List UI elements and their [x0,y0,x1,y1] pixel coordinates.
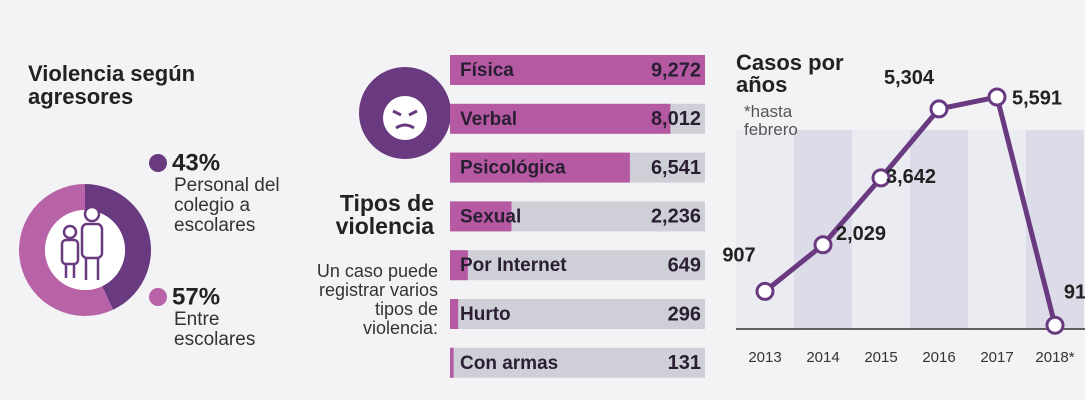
value-label: 2,029 [836,223,886,245]
value-label: 5,304 [884,67,935,89]
angry-face-icon [359,67,451,159]
x-tick-label: 2016 [922,349,955,366]
x-tick-label: 2018* [1035,349,1074,366]
category-label: Por Internet [460,255,567,276]
legend-dot [149,288,167,306]
value-label: 907 [722,245,755,267]
x-tick-label: 2015 [864,349,897,366]
bar [450,250,468,281]
donut-segment [85,184,151,310]
point [813,235,833,255]
bar [450,152,630,183]
column-band [794,130,852,329]
bar-track [450,250,705,281]
bar [450,201,512,232]
point [929,99,949,119]
donut-segment [18,184,114,316]
value-label: 3,642 [886,166,936,188]
value-label: 8,012 [651,108,701,130]
value-label: 296 [668,303,701,325]
x-tick-label: 2017 [980,349,1013,366]
chart-subtitle: *hasta febrero [744,102,798,139]
point [755,281,775,301]
point [1045,315,1065,335]
x-tick-label: 2014 [806,349,839,366]
value-label: 6,541 [651,157,701,179]
column-band [968,130,1026,329]
legend-label: Entre escolares [174,309,256,350]
bar-track [450,347,705,378]
column-band [852,130,910,329]
value-label: 91 [1064,282,1085,304]
legend-dot [149,154,167,172]
chart-title: Casos por años [736,50,844,97]
value-label: 131 [668,352,701,374]
column-band [1026,130,1084,329]
bar [450,299,459,329]
bar [450,347,454,378]
point [987,87,1007,107]
chart-title: Tipos de violencia [335,190,434,239]
category-label: Con armas [460,353,558,374]
value-label: 9,272 [651,59,701,81]
category-label: Física [460,60,514,81]
value-label: 649 [668,254,701,276]
column-band [910,130,968,329]
people-icon [45,205,125,290]
value-label: 2,236 [651,206,701,228]
category-label: Psicológica [460,158,566,179]
value-label: 5,591 [1012,87,1062,109]
legend-label: Personal del colegio a escolares [174,175,280,236]
point [871,168,891,188]
bar-track [450,299,705,329]
category-label: Sexual [460,206,521,227]
bar [450,55,705,85]
x-tick-label: 2013 [748,349,781,366]
chart-title: Violencia según agresores [28,61,196,110]
line [763,94,1058,326]
category-label: Hurto [460,304,511,325]
chart-subtitle: Un caso puede registrar varios tipos de … [316,261,438,338]
category-label: Verbal [460,109,517,130]
legend-value: 57% [172,283,220,310]
bar [450,103,671,134]
legend-value: 43% [172,149,220,176]
